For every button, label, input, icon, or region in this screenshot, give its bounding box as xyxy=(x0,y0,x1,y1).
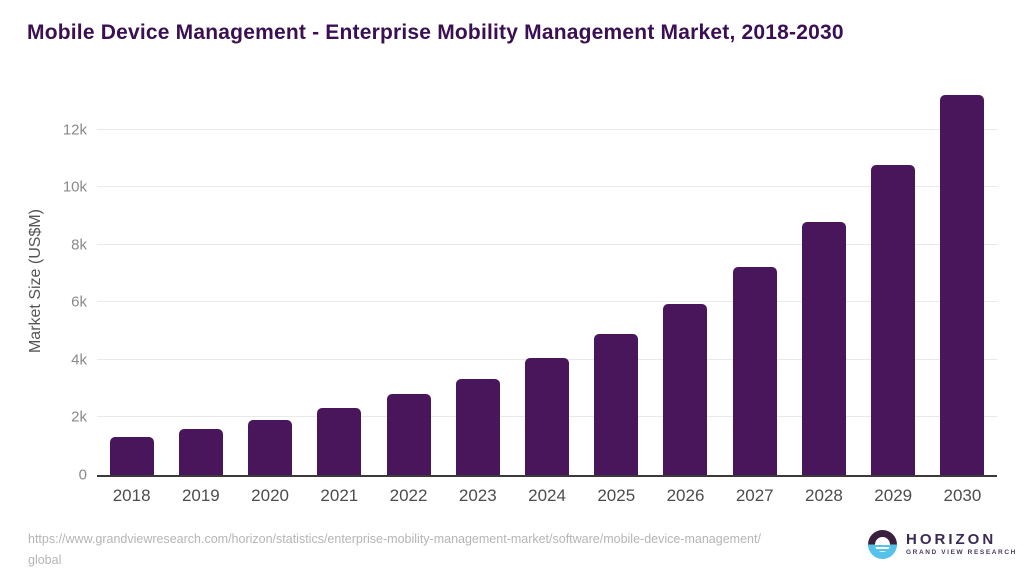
bar-2027 xyxy=(732,267,777,475)
y-tick-10k: 10k xyxy=(62,178,87,196)
x-label-2022: 2022 xyxy=(389,486,428,505)
logo-name: HORIZON xyxy=(906,531,997,549)
sun-over-horizon-icon xyxy=(875,537,890,552)
gridline-8k xyxy=(97,243,997,245)
bar-2019 xyxy=(178,429,223,475)
gridline-12k xyxy=(97,128,997,130)
source-url-line2: global xyxy=(28,553,62,567)
bar-2024 xyxy=(525,357,569,475)
bar-2020 xyxy=(248,419,293,475)
bar-2028 xyxy=(801,222,846,475)
bar-2022 xyxy=(386,393,431,475)
y-tick-12k: 12k xyxy=(62,121,87,139)
bar-2025 xyxy=(594,333,639,475)
gridline-10k xyxy=(97,186,997,188)
y-tick-6k: 6k xyxy=(71,293,87,311)
plot-area: 0 2k 4k 6k 8k 10k 12k xyxy=(63,85,997,483)
bar-2018 xyxy=(109,437,154,475)
x-label-2020: 2020 xyxy=(251,486,289,505)
y-tick-4k: 4k xyxy=(71,351,87,369)
y-axis-title: Market Size (US$M) xyxy=(27,208,44,354)
y-tick-0: 0 xyxy=(78,466,87,484)
x-axis-labels: 2018 2019 2020 2021 2022 2023 2024 2025 2026 2027… xyxy=(97,486,997,506)
source-url-line1: https://www.grandviewresearch.com/horizo… xyxy=(28,532,761,546)
x-label-2026: 2026 xyxy=(666,486,705,505)
bar-2026 xyxy=(663,303,708,475)
bar-2021 xyxy=(317,408,362,475)
x-label-2023: 2023 xyxy=(458,486,497,505)
x-label-2029: 2029 xyxy=(874,486,913,505)
chart-title: Mobile Device Management - Enterprise Mo… xyxy=(27,21,844,44)
x-label-2025: 2025 xyxy=(597,486,636,505)
horizon-logo-text: HORIZON GRAND VIEW RESEARCH xyxy=(906,532,1017,557)
x-label-2024: 2024 xyxy=(528,486,566,505)
x-label-2019: 2019 xyxy=(181,486,220,505)
source-url: https://www.grandviewresearch.com/horizo… xyxy=(28,529,868,571)
y-tick-2k: 2k xyxy=(71,408,87,426)
logo-subtitle: GRAND VIEW RESEARCH xyxy=(906,549,1017,557)
horizon-logo: HORIZON GRAND VIEW RESEARCH xyxy=(868,530,1017,559)
bar-2030 xyxy=(940,95,985,475)
bar-2023 xyxy=(455,378,500,475)
gridline-6k xyxy=(97,301,997,303)
x-label-2018: 2018 xyxy=(112,486,151,505)
bar-2029 xyxy=(871,164,916,475)
x-label-2021: 2021 xyxy=(320,486,359,505)
y-tick-8k: 8k xyxy=(71,236,87,254)
x-label-2027: 2027 xyxy=(735,486,774,505)
x-label-2028: 2028 xyxy=(805,486,843,505)
x-label-2030: 2030 xyxy=(943,486,982,505)
horizon-logo-icon xyxy=(868,530,897,559)
